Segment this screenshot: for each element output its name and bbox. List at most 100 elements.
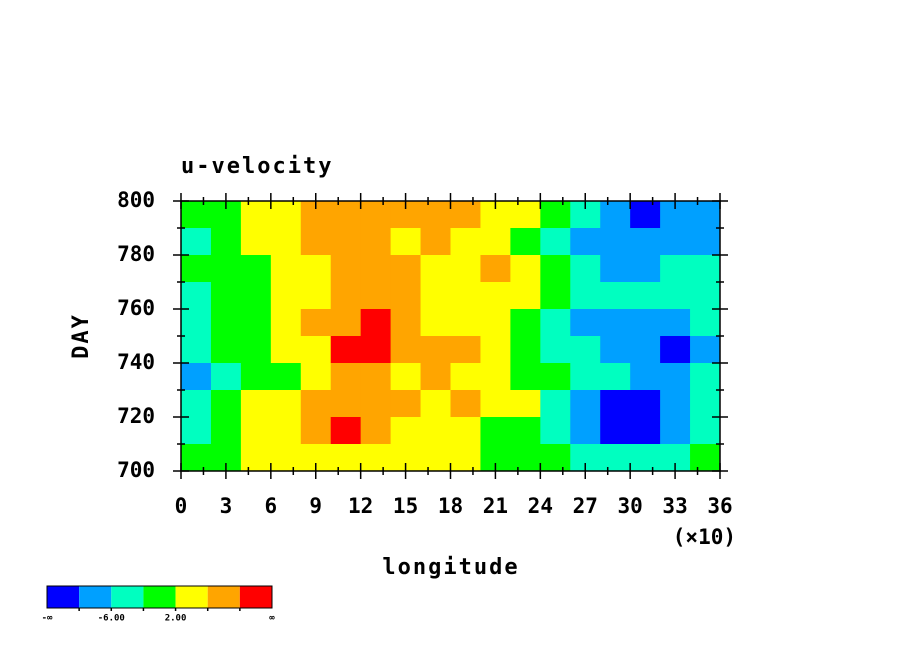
heatmap-cell [480,309,511,337]
heatmap-cell [570,417,601,445]
heatmap-cell [480,390,511,418]
heatmap-cell [360,444,392,472]
heatmap-cell [600,309,631,337]
heatmap-cell [630,363,661,391]
heatmap-cell [360,201,392,229]
heatmap-cell [450,255,481,283]
heatmap-cell [690,228,721,256]
heatmap-cell [330,309,362,337]
heatmap-cell [660,255,691,283]
heatmap-cell [330,336,362,364]
heatmap-cell [540,417,571,445]
heatmap-cell [630,255,661,283]
x-axis-label: longitude [382,555,519,580]
heatmap-cell [660,282,691,310]
heatmap-cell [480,255,511,283]
heatmap-cell [181,390,212,418]
heatmap-cell [600,201,631,229]
heatmap-cell [240,309,272,337]
heatmap-cell [390,255,422,283]
heatmap-cell [270,309,302,337]
heatmap-cell [480,363,511,391]
heatmap-cell [240,390,272,418]
heatmap-cell [181,228,212,256]
heatmap-cell [240,255,272,283]
heatmap-cell [690,444,721,472]
heatmap-cell [540,255,571,283]
x-tick-label: 30 [618,494,643,518]
heatmap-cell [630,282,661,310]
x-tick-label: 15 [393,494,418,518]
heatmap-cell [330,282,362,310]
colorbar-swatch [175,586,208,608]
heatmap-cell [510,390,541,418]
heatmap-cell [360,363,392,391]
x-tick-label: 0 [175,494,188,518]
heatmap-cell [360,336,392,364]
heatmap-cell [690,309,721,337]
heatmap-cell [240,201,272,229]
heatmap-cell [181,255,212,283]
colorbar-swatch [239,586,272,608]
heatmap-cell [360,390,392,418]
heatmap-cell [330,255,362,283]
heatmap-cell [390,417,422,445]
heatmap-cell [360,255,392,283]
x-tick-label: 36 [707,494,732,518]
colorbar-level-label: 2.00 [165,614,187,624]
heatmap-cell [390,390,422,418]
heatmap-cell [420,363,451,391]
heatmap-cell [181,363,212,391]
heatmap-cell [270,444,302,472]
heatmap-cell [480,417,511,445]
heatmap-cell [660,363,691,391]
colorbar-swatch [143,586,176,608]
colorbar-high-label: ∞ [269,614,275,624]
heatmap-cell [480,228,511,256]
heatmap-cell [181,201,212,229]
heatmap-cell [270,282,302,310]
x-tick-label: 9 [309,494,322,518]
heatmap-cell [690,390,721,418]
heatmap-cell [390,309,422,337]
heatmap-cell [450,282,481,310]
heatmap-cell [181,444,212,472]
heatmap-cell [570,255,601,283]
heatmap-cell [330,390,362,418]
heatmap-cell [540,282,571,310]
heatmap-cell [540,390,571,418]
colorbar-swatch [47,586,80,608]
heatmap-cell [510,201,541,229]
heatmap-cell [210,282,242,310]
y-axis-label: DAY [69,313,94,359]
heatmap-cell [420,228,451,256]
heatmap-cell [510,417,541,445]
heatmap-cell [360,417,392,445]
heatmap-cell [450,390,481,418]
y-tick-label: 780 [117,242,155,266]
heatmap-cell [690,417,721,445]
colorbar-level-label: -6.00 [98,614,125,624]
heatmap-cell [510,444,541,472]
heatmap-cell [210,390,242,418]
heatmap-cell [240,444,272,472]
heatmap-cell [540,228,571,256]
heatmap-cell [390,282,422,310]
y-tick-label: 740 [117,350,155,374]
heatmap-cell [210,336,242,364]
heatmap-cell [510,282,541,310]
heatmap-cell [660,309,691,337]
heatmap-cell [570,282,601,310]
heatmap-cell [450,309,481,337]
heatmap-cell [270,390,302,418]
x-tick-label: 6 [265,494,278,518]
x-tick-label: 27 [573,494,598,518]
heatmap-cell [390,228,422,256]
colorbar-swatch [79,586,112,608]
heatmap-cell [570,390,601,418]
heatmap-cell [540,309,571,337]
heatmap-cell [210,255,242,283]
heatmap-cell [450,228,481,256]
heatmap-cell [210,309,242,337]
heatmap-cell [480,336,511,364]
